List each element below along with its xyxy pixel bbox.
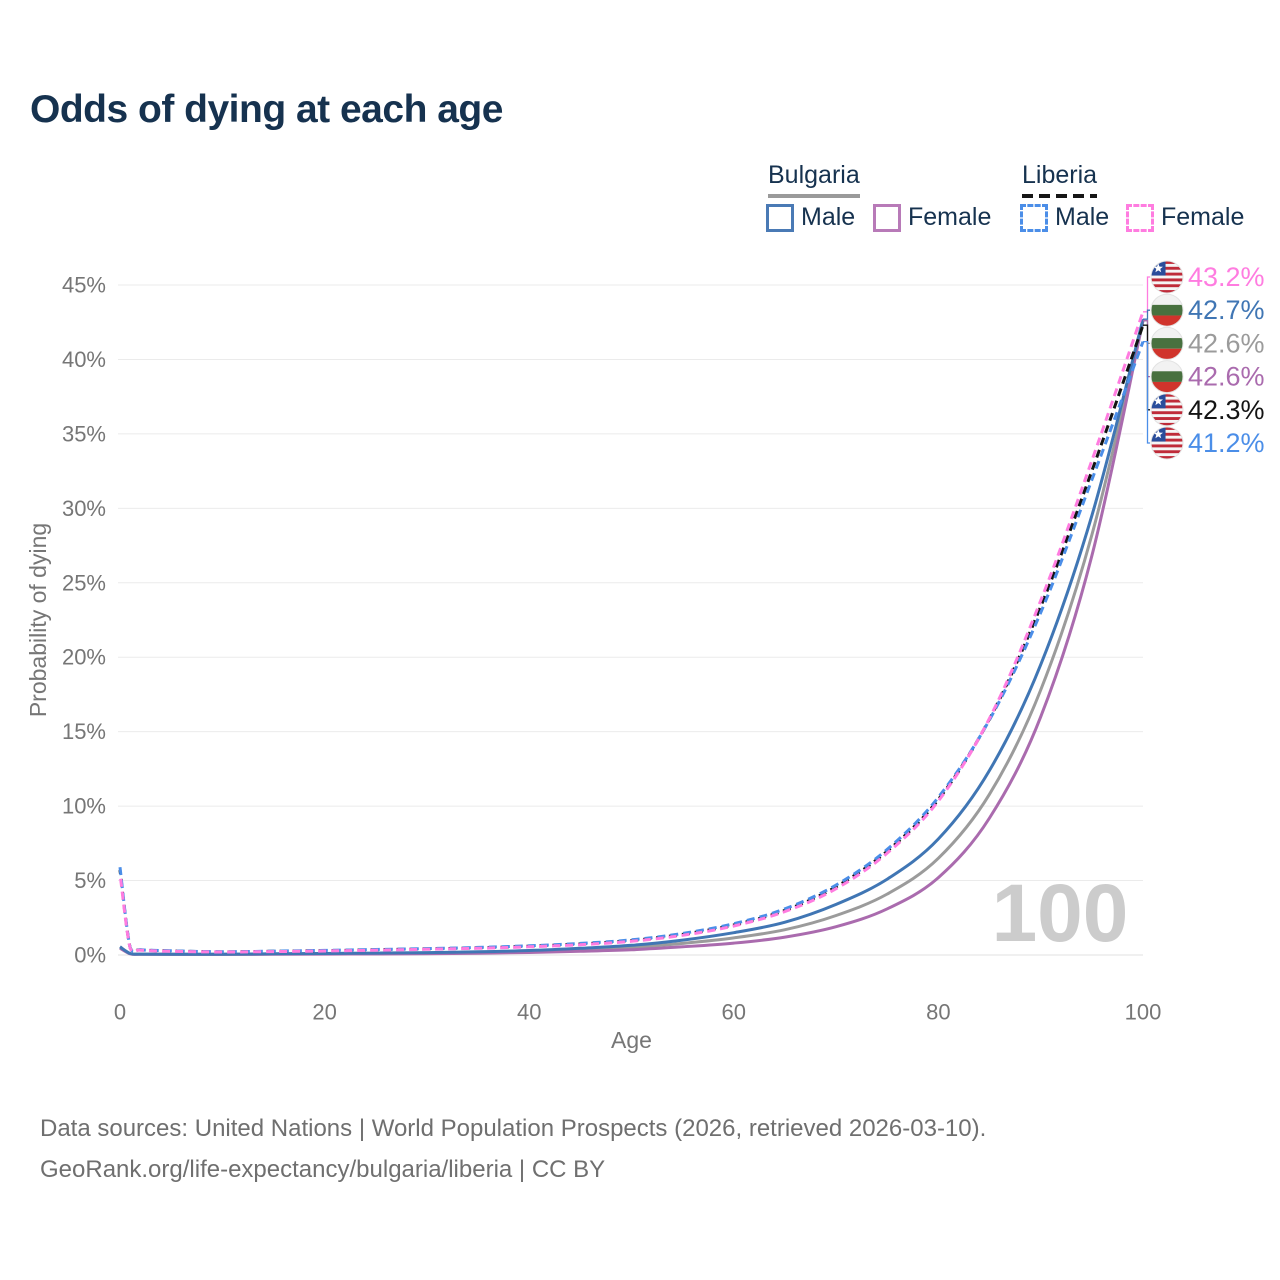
- legend-item-liberia-male[interactable]: Male: [1020, 203, 1109, 232]
- x-tick-label: 0: [114, 1000, 126, 1025]
- x-axis-title: Age: [611, 1027, 652, 1053]
- end-label-value: 42.7%: [1188, 295, 1265, 325]
- legend-liberia-male-label: Male: [1055, 203, 1110, 231]
- bulgaria-flag-icon: [1150, 293, 1184, 327]
- end-label-liberia-male: 41.2%: [1143, 340, 1265, 460]
- y-axis-title: Probability of dying: [25, 523, 51, 717]
- y-tick-label: 40%: [62, 347, 106, 372]
- y-tick-label: 20%: [62, 645, 106, 670]
- y-tick-label: 10%: [62, 794, 106, 819]
- series-line-bulgaria-overall: [119, 320, 1145, 956]
- series-line-liberia-male: [118, 341, 1145, 954]
- legend-bulgaria-linestyle-sample: [768, 194, 860, 198]
- y-tick-label: 25%: [62, 570, 106, 595]
- end-label-value: 41.2%: [1188, 428, 1265, 458]
- legend-country-bulgaria[interactable]: Bulgaria: [768, 161, 860, 198]
- x-tick-label: 20: [312, 1000, 336, 1025]
- attribution-line: GeoRank.org/life-expectancy/bulgaria/lib…: [40, 1156, 606, 1183]
- leader-line: [1143, 320, 1150, 378]
- end-label-value: 42.6%: [1188, 362, 1265, 392]
- y-tick-label: 5%: [74, 868, 106, 893]
- legend-bulgaria-female-label: Female: [908, 203, 992, 231]
- legend-bulgaria-male-label: Male: [801, 203, 856, 231]
- y-tick-label: 35%: [62, 421, 106, 446]
- leader-line: [1143, 309, 1150, 320]
- liberia-male-checkbox-icon[interactable]: [1020, 203, 1048, 232]
- data-source-line: Data sources: United Nations | World Pop…: [40, 1115, 987, 1142]
- y-tick-label: 45%: [62, 273, 106, 298]
- liberia-flag-icon: [1150, 393, 1184, 427]
- end-label-liberia-female: 43.2%: [1143, 260, 1265, 313]
- y-tick-label: 30%: [62, 496, 106, 521]
- x-tick-label: 80: [926, 1000, 950, 1025]
- liberia-female-checkbox-icon[interactable]: [1126, 203, 1154, 232]
- liberia-flag-icon: [1150, 260, 1184, 294]
- liberia-flag-icon: [1150, 426, 1184, 460]
- end-label-bulgaria-female: 42.6%: [1143, 320, 1265, 394]
- footer: Data sources: United Nations | World Pop…: [40, 1108, 986, 1190]
- x-tick-label: 40: [517, 1000, 541, 1025]
- bulgaria-flag-icon: [1150, 326, 1184, 360]
- leader-line: [1143, 276, 1150, 313]
- bulgaria-flag-icon: [1150, 360, 1184, 394]
- series-line-bulgaria-male: [119, 318, 1145, 956]
- legend-country-liberia-label: Liberia: [1022, 161, 1098, 189]
- mortality-line-chart: 0% 5% 10% 15% 20% 25% 30% 35% 40% 45% 0 20 40 60 80 100…: [25, 260, 1265, 1053]
- leader-line: [1143, 320, 1150, 345]
- x-tick-label: 100: [1125, 1000, 1162, 1025]
- legend-item-liberia-female[interactable]: Female: [1126, 203, 1244, 232]
- page-title: Odds of dying at each age: [30, 88, 503, 131]
- end-label-bulgaria-overall: 42.6%: [1143, 320, 1265, 360]
- bulgaria-male-checkbox-icon[interactable]: [766, 203, 794, 232]
- leader-line: [1143, 340, 1150, 444]
- age-watermark: 100: [992, 868, 1129, 959]
- legend-item-bulgaria-male[interactable]: Male: [766, 203, 855, 232]
- series-line-liberia-overall: [118, 324, 1145, 954]
- series-line-bulgaria-female: [119, 320, 1145, 956]
- legend-liberia-linestyle-sample: [1022, 194, 1098, 198]
- end-label-liberia-overall: 42.3%: [1143, 324, 1265, 427]
- y-tick-label: 15%: [62, 719, 106, 744]
- end-label-value: 42.3%: [1188, 395, 1265, 425]
- leader-line: [1143, 324, 1150, 411]
- end-label-value: 42.6%: [1188, 328, 1265, 358]
- y-tick-label: 0%: [74, 943, 106, 968]
- end-label-bulgaria-male: 42.7%: [1143, 293, 1265, 327]
- legend-country-bulgaria-label: Bulgaria: [768, 161, 860, 189]
- bulgaria-female-checkbox-icon[interactable]: [873, 203, 901, 232]
- legend-country-liberia[interactable]: Liberia: [1022, 161, 1098, 198]
- x-tick-label: 60: [722, 1000, 746, 1025]
- series-line-liberia-female: [118, 311, 1145, 954]
- legend-liberia-female-label: Female: [1161, 203, 1245, 231]
- end-label-value: 43.2%: [1188, 262, 1265, 292]
- legend-item-bulgaria-female[interactable]: Female: [873, 203, 991, 232]
